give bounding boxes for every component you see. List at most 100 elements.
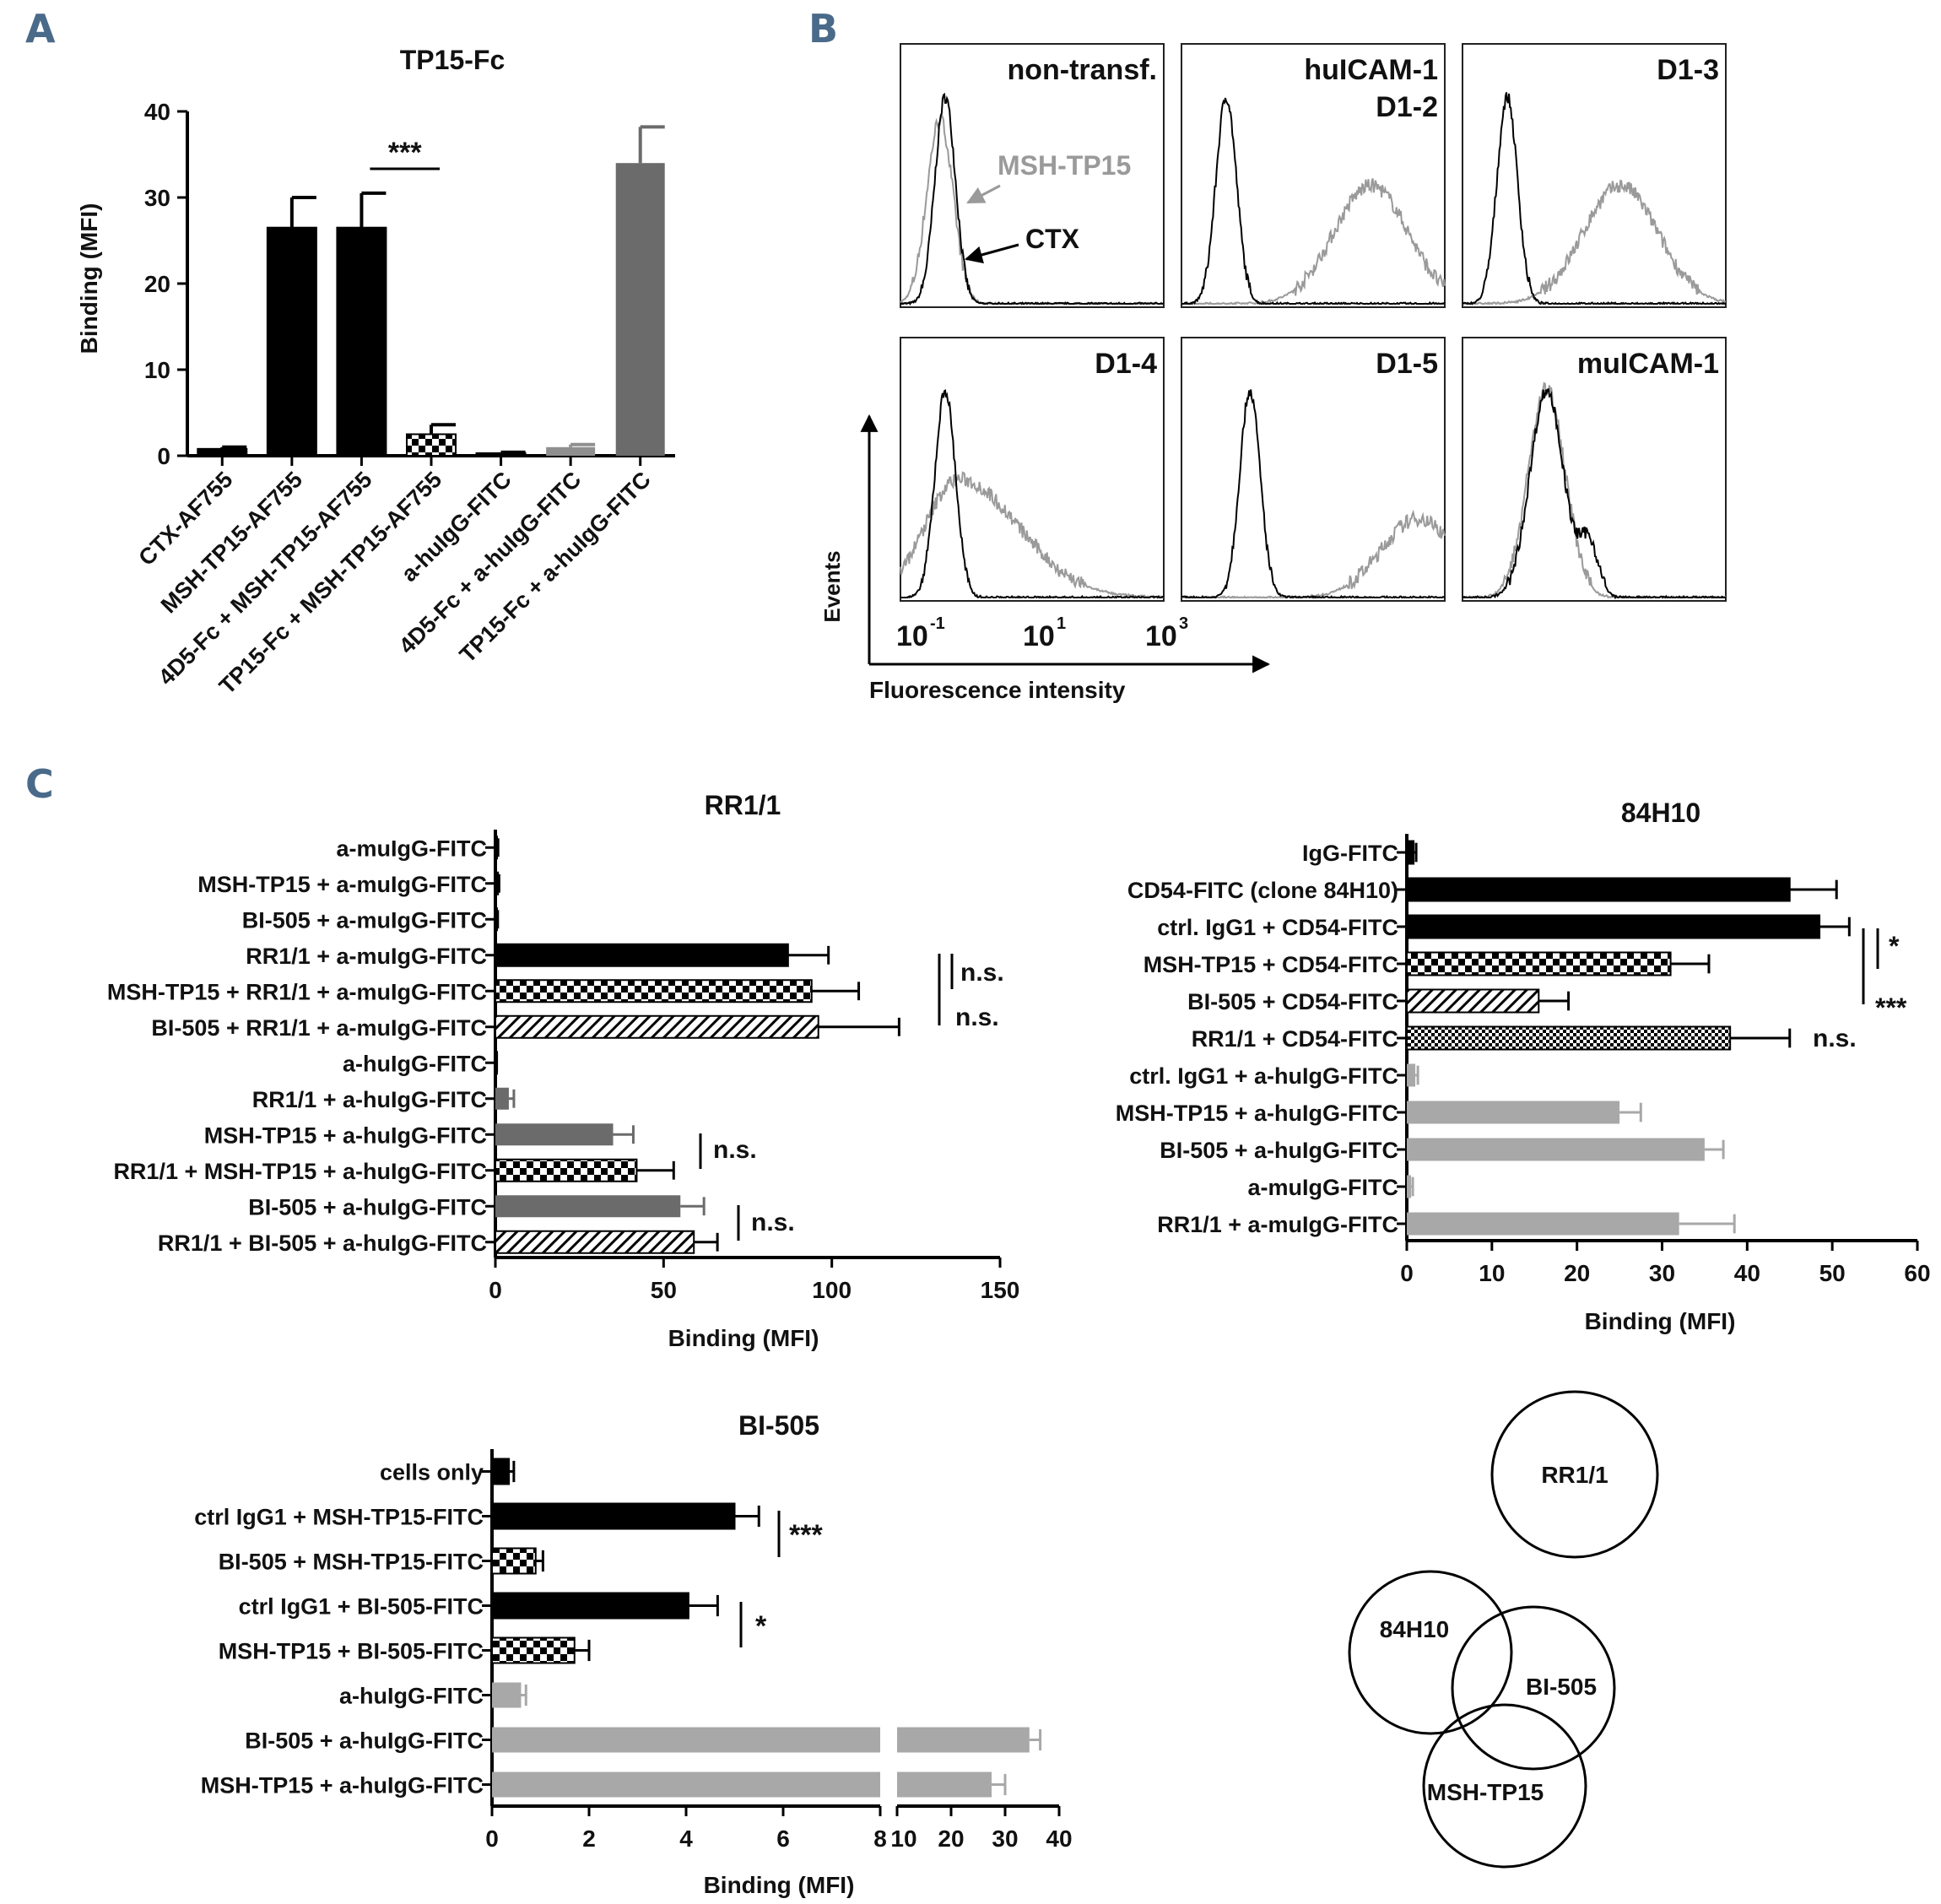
chart-c3-category-label: a-huIgG-FITC — [339, 1684, 484, 1709]
chart-c3-xtick-label: 0 — [485, 1826, 499, 1852]
chart-c3-category-label: BI-505 + a-huIgG-FITC — [245, 1728, 484, 1754]
venn-circle-msh-tp15 — [1422, 1703, 1587, 1869]
chart-c1-significance: n.s. — [955, 1003, 999, 1031]
chart-b-msh-tp15-curve — [1181, 178, 1446, 306]
chart-c2-xtick-label: 50 — [1819, 1260, 1846, 1286]
chart-b-ctx-curve — [900, 388, 1165, 599]
chart-c3-category-label: MSH-TP15 + a-huIgG-FITC — [201, 1773, 484, 1799]
chart-c2-bar — [1407, 1212, 1679, 1236]
chart-b-ctx-curve — [900, 92, 1165, 306]
chart-b-msh-tp15-curve — [900, 471, 1165, 599]
chart-a-ylabel: Binding (MFI) — [76, 203, 102, 354]
chart-c3-xtick-label: 30 — [992, 1826, 1018, 1852]
chart-c1-bar — [495, 1158, 638, 1182]
chart-c1-bar — [495, 943, 789, 967]
chart-b-panel-label: D1-5 — [1376, 348, 1438, 380]
chart-c3-category-label: ctrl IgG1 + BI-505-FITC — [239, 1594, 484, 1620]
chart-a-ytick-label: 10 — [144, 357, 170, 383]
chart-a-ytick-label: 20 — [144, 271, 170, 297]
chart-b-panel-label: muICAM-1 — [1577, 348, 1719, 380]
chart-c2-xtick-label: 10 — [1479, 1260, 1505, 1286]
chart-c2-bar — [1406, 840, 1415, 865]
chart-c3-xtick-label: 6 — [776, 1826, 790, 1852]
chart-c3-category-label: BI-505 + MSH-TP15-FITC — [219, 1550, 484, 1575]
chart-b-xtick-label: 10 — [1145, 620, 1177, 652]
chart-c2-xtick-label: 60 — [1904, 1260, 1930, 1286]
chart-a-bar — [406, 433, 457, 457]
venn-circle-rr11 — [1490, 1390, 1659, 1559]
chart-c1-bar — [495, 1014, 819, 1039]
chart-c1-bar — [495, 1123, 614, 1146]
chart-c1-xlabel: Binding (MFI) — [668, 1325, 819, 1351]
chart-b-panel-label: D1-4 — [1095, 348, 1157, 380]
chart-c1-category-label: RR1/1 + MSH-TP15 + a-huIgG-FITC — [113, 1159, 487, 1184]
chart-c2-xtick-label: 20 — [1564, 1260, 1590, 1286]
chart-c2-category-label: MSH-TP15 + a-huIgG-FITC — [1116, 1101, 1398, 1126]
chart-c1-bar — [495, 871, 500, 895]
chart-a-bar — [266, 226, 317, 457]
chart-c1-category-label: MSH-TP15 + a-muIgG-FITC — [197, 872, 487, 897]
chart-b-panel-frame — [1181, 43, 1446, 308]
chart-c1-bar — [495, 979, 813, 1003]
chart-b-ylabel: Events — [819, 550, 845, 622]
chart-b-legend-ctx: CTX — [1025, 224, 1080, 254]
chart-b-msh-tp15-curve — [1462, 381, 1726, 599]
chart-a-bar — [336, 226, 387, 457]
chart-a-bar — [615, 163, 665, 456]
chart-c2-title: 84H10 — [1621, 798, 1700, 828]
chart-c2-bar — [1406, 914, 1821, 939]
chart-c1-bar — [495, 1195, 681, 1218]
chart-b-xtick-exponent: 1 — [1057, 614, 1066, 633]
chart-c2-significance: n.s. — [1813, 1025, 1857, 1052]
venn-label-rr11: RR1/1 — [1541, 1462, 1608, 1488]
chart-c3-bar — [492, 1727, 880, 1753]
chart-c2-bar — [1406, 951, 1672, 976]
chart-c2-bar — [1407, 1138, 1705, 1161]
chart-c3-xtick-label: 10 — [890, 1826, 916, 1852]
chart-c2-xlabel: Binding (MFI) — [1585, 1308, 1736, 1334]
chart-c1-significance: n.s. — [751, 1209, 795, 1236]
chart-b-panel-label: non-transf. — [1007, 54, 1157, 86]
chart-b-ctx-curve — [1462, 92, 1727, 306]
chart-c2-bar — [1407, 1101, 1620, 1124]
chart-b-panel-label: D1-3 — [1657, 54, 1719, 86]
chart-c1-category-label: RR1/1 + a-huIgG-FITC — [252, 1087, 487, 1112]
chart-b-xtick-label: 10 — [896, 620, 928, 652]
chart-a-bar — [546, 446, 596, 456]
chart-c1-xtick-label: 150 — [981, 1277, 1020, 1303]
chart-c1-bar — [495, 1230, 695, 1254]
chart-c1-category-label: BI-505 + a-muIgG-FITC — [242, 907, 487, 933]
chart-a-title: TP15-Fc — [400, 45, 505, 75]
chart-c2-category-label: CD54-FITC (clone 84H10) — [1127, 878, 1398, 903]
chart-c2-category-label: a-muIgG-FITC — [1248, 1175, 1398, 1200]
chart-c3-category-label: ctrl IgG1 + MSH-TP15-FITC — [194, 1505, 484, 1530]
chart-c1-category-label: MSH-TP15 + RR1/1 + a-muIgG-FITC — [107, 979, 487, 1004]
chart-b-panel-label2: D1-2 — [1376, 91, 1438, 123]
chart-c-bi505: BI-505 Binding (MFI) cells only ctrl IgG1… — [194, 1410, 1072, 1898]
panel-letter-a: A — [25, 6, 56, 51]
chart-b-panel-frame — [900, 337, 1165, 602]
chart-b-xtick-label: 10 — [1023, 620, 1055, 652]
chart-b-ctx-curve — [1181, 97, 1446, 306]
chart-c3-xlabel: Binding (MFI) — [704, 1872, 855, 1898]
venn-label-bi505: BI-505 — [1526, 1674, 1597, 1700]
chart-b-ctx-curve — [1462, 388, 1727, 600]
venn-diagram: RR1/1 84H10 BI-505 MSH-TP15 — [1348, 1390, 1659, 1869]
chart-a-significance: *** — [388, 137, 422, 169]
chart-c2-significance: * — [1889, 931, 1900, 961]
chart-c3-bar — [491, 1458, 511, 1485]
chart-c3-bar — [491, 1592, 689, 1620]
chart-b-xtick-exponent: -1 — [930, 614, 945, 633]
chart-b-histograms: non-transf. huICAM-1 D1-2 D1-3 D1-4 D1-5 muICA… — [819, 43, 1727, 703]
venn-circle-84h10 — [1348, 1570, 1513, 1735]
chart-c1-bar — [495, 1087, 509, 1110]
chart-c2-category-label: BI-505 + CD54-FITC — [1187, 989, 1398, 1014]
chart-b-xlabel: Fluorescence intensity — [869, 677, 1126, 703]
chart-c2-bar — [1407, 1175, 1412, 1198]
chart-c2-bar — [1407, 1063, 1416, 1087]
chart-c2-xtick-label: 30 — [1649, 1260, 1675, 1286]
chart-c3-significance: * — [755, 1610, 767, 1642]
chart-c3-category-label: cells only — [380, 1460, 484, 1485]
chart-c2-bar — [1406, 1025, 1732, 1051]
